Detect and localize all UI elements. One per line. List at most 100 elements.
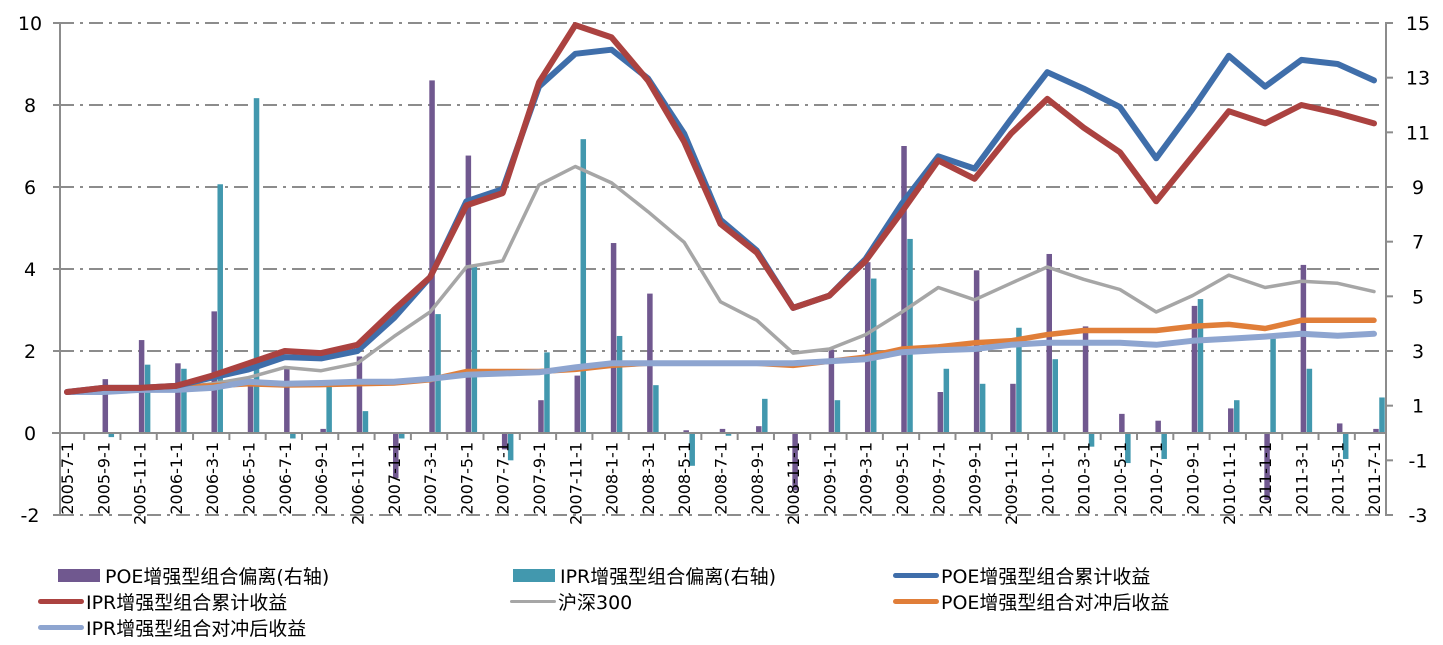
right-tick-label: 13 [1406,68,1430,90]
lines [64,22,1377,395]
right-tick-label: -1 [1409,450,1428,472]
bar-ipr-deviation [762,398,768,433]
x-tick-label: 2007-5-1 [457,442,476,515]
bar-ipr-deviation [1161,433,1167,459]
legend-label: 沪深300 [558,591,633,614]
legend-label: POE增强型组合对冲后收益 [941,591,1170,614]
x-tick-label: 2011-5-1 [1329,442,1348,515]
bar-ipr-deviation [399,433,405,439]
bar-poe-deviation [1228,408,1234,433]
bar-ipr-deviation [471,266,478,433]
x-tick-label: 2007-1-1 [385,442,404,515]
legend-label: POE增强型组合偏离(右轴) [105,565,330,588]
left-tick-label: 6 [24,177,36,199]
bar-ipr-deviation [507,433,514,461]
bar-ipr-deviation [253,98,260,434]
bar-poe-deviation [284,366,290,433]
bar-ipr-deviation [943,368,950,433]
legend-item-ipr-hedged: IPR增强型组合对冲后收益 [38,614,306,640]
left-tick-label: -2 [21,505,40,527]
right-tick-label: 1 [1412,396,1424,418]
left-tick-label: 0 [24,423,36,445]
x-tick-label: 2006-3-1 [203,442,222,515]
bar-ipr-deviation [144,364,151,433]
legend-swatch [58,568,100,582]
legend-swatch [513,568,555,582]
x-tick-label: 2005-7-1 [58,442,77,515]
bar-poe-deviation [356,356,363,433]
right-tick-label: 3 [1412,341,1424,363]
bar-ipr-deviation [1342,433,1349,459]
legend-label: POE增强型组合累计收益 [941,565,1151,588]
bar-poe-deviation [538,400,544,433]
bar-ipr-deviation [1234,400,1240,433]
bar-poe-deviation [792,433,798,491]
x-tick-label: 2008-7-1 [712,442,731,515]
x-tick-label: 2007-9-1 [530,442,549,515]
legend: POE增强型组合偏离(右轴) IPR增强型组合偏离(右轴) POE增强型组合累计… [0,560,1443,645]
x-tick-label: 2005-9-1 [94,442,113,515]
bar-poe-deviation [610,243,617,433]
bar-poe-deviation [465,155,472,434]
bar-ipr-deviation [544,352,550,433]
bar-poe-deviation [1119,413,1125,433]
x-tick-label: 2009-3-1 [857,442,876,515]
x-axis-ticks: 2005-7-1 2005-9-1 2005-11-1 2006-1-1 2006-3-… [58,442,1384,525]
bar-poe-deviation [1155,420,1161,433]
bar-ipr-deviation [1270,338,1276,433]
right-tick-label: 9 [1412,177,1424,199]
x-tick-label: 2008-5-1 [675,442,694,515]
right-tick-label: 5 [1412,286,1424,308]
legend-swatch [38,598,84,604]
x-tick-label: 2006-5-1 [240,442,259,515]
line-ipr-hedged [64,330,1377,395]
legend-label: IPR增强型组合偏离(右轴) [560,565,777,588]
x-tick-label: 2006-11-1 [348,442,367,525]
bar-ipr-deviation [616,335,623,433]
left-tick-label: 8 [24,95,36,117]
legend-swatch [893,572,939,578]
x-tick-label: 2008-3-1 [639,442,658,515]
bar-poe-deviation [1082,326,1089,433]
x-tick-label: 2011-7-1 [1365,442,1384,515]
bar-ipr-deviation [689,433,695,466]
legend-swatch [38,624,84,630]
left-axis-ticks: -2 0 2 4 6 8 10 [18,13,42,527]
bar-poe-deviation [1191,305,1198,433]
bar-ipr-deviation [1306,368,1313,433]
bar-poe-deviation [501,433,508,450]
bar-ipr-deviation [907,238,913,433]
legend-item-poe-hedged: POE增强型组合对冲后收益 [893,588,1169,614]
x-tick-label: 2008-9-1 [748,442,767,515]
bar-ipr-deviation [181,368,187,433]
bar-ipr-deviation [108,433,115,438]
x-tick-label: 2011-1-1 [1256,442,1275,515]
legend-item-ipr-cumulative: IPR增强型组合累计收益 [38,588,287,614]
right-tick-label: 15 [1406,13,1430,35]
x-tick-label: 2011-3-1 [1292,442,1311,515]
right-tick-label: 11 [1406,122,1430,144]
x-tick-label: 2008-1-1 [603,442,622,515]
bar-poe-deviation [1264,433,1270,500]
bar-poe-deviation [1010,383,1016,433]
x-tick-label: 2009-9-1 [966,442,985,515]
bars [102,80,1385,500]
bar-ipr-deviation [326,385,332,433]
left-tick-label: 10 [18,13,42,35]
bar-poe-deviation [901,146,907,433]
bar-poe-deviation [574,375,581,433]
legend-item-poe-deviation: POE增强型组合偏离(右轴) [58,562,329,588]
right-tick-label: -3 [1409,505,1428,527]
x-tick-label: 2009-11-1 [1002,442,1021,525]
legend-label: IPR增强型组合累计收益 [86,591,288,614]
bar-ipr-deviation [1088,433,1095,447]
line-hs300 [65,164,1376,394]
legend-swatch [510,599,556,603]
bar-poe-deviation [429,80,435,434]
bar-ipr-deviation [217,184,223,433]
bar-ipr-deviation [362,411,369,433]
legend-swatch [893,598,939,604]
bar-poe-deviation [683,430,689,433]
